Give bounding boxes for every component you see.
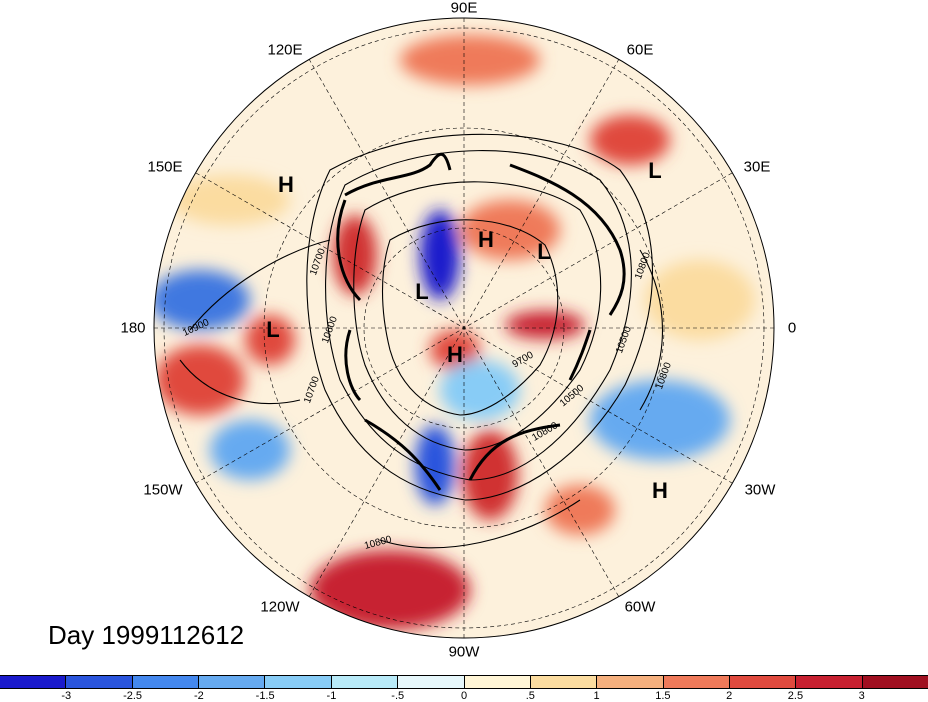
colorbar-tick-label: 0 — [460, 690, 468, 702]
high-center: H — [652, 478, 668, 503]
high-center: H — [278, 172, 294, 197]
colorbar-segment — [663, 676, 730, 688]
colorbar-segment — [66, 676, 133, 688]
height-contours — [179, 133, 664, 549]
colorbar-segment — [132, 676, 200, 688]
lon-label-90e: 90E — [450, 0, 478, 17]
lon-label-120e: 120E — [267, 41, 303, 59]
colorbar-segment — [796, 676, 863, 688]
colorbar-tick-label: -3 — [61, 690, 72, 702]
colorbar-tick-label: -.5 — [391, 690, 405, 702]
lon-label-30e: 30E — [743, 158, 771, 176]
lon-label-0: 0 — [787, 319, 797, 337]
lon-label-150e: 150E — [147, 158, 183, 176]
colorbar-segment — [530, 676, 598, 688]
colorbar-tick-label: -2 — [193, 690, 204, 702]
colorbar-segment — [199, 676, 266, 688]
colorbar — [0, 675, 928, 689]
lon-label-60w: 60W — [624, 598, 656, 616]
lon-label-120w: 120W — [260, 598, 300, 616]
colorbar-segment — [597, 676, 664, 688]
colorbar-segment — [464, 676, 531, 688]
colorbar-tick-label: -2.5 — [123, 690, 143, 702]
colorbar-segment — [398, 676, 465, 688]
colorbar-tick-label: -1 — [326, 690, 337, 702]
colorbar-tick-label: 2 — [726, 690, 733, 702]
colorbar-segment — [729, 676, 797, 688]
bold-jet-contours — [336, 152, 626, 491]
lon-label-150w: 150W — [143, 481, 183, 499]
colorbar-tick-label: 1.5 — [655, 690, 671, 702]
lon-label-30w: 30W — [744, 481, 776, 499]
high-center: H — [478, 227, 494, 252]
day-label: Day 1999112612 — [48, 620, 245, 650]
graticule — [154, 18, 774, 638]
colorbar-segment — [331, 676, 399, 688]
low-center: L — [537, 239, 551, 264]
low-center: L — [266, 317, 280, 342]
colorbar-segment — [0, 676, 67, 688]
lon-label-60e: 60E — [626, 41, 654, 59]
colorbar-tick-label: .5 — [525, 690, 535, 702]
colorbar-tick-label: -1.5 — [255, 690, 275, 702]
lon-label-180: 180 — [120, 319, 146, 337]
colorbar-tick-label: 2.5 — [787, 690, 804, 702]
colorbar-segment — [265, 676, 332, 688]
low-center: L — [415, 279, 429, 304]
low-center: L — [648, 158, 662, 183]
colorbar-tick-label: 3 — [858, 690, 865, 702]
lon-label-90w: 90W — [448, 643, 480, 661]
high-center: H — [447, 342, 463, 367]
colorbar-tick-label: 1 — [593, 690, 600, 702]
colorbar-segment — [862, 676, 928, 688]
